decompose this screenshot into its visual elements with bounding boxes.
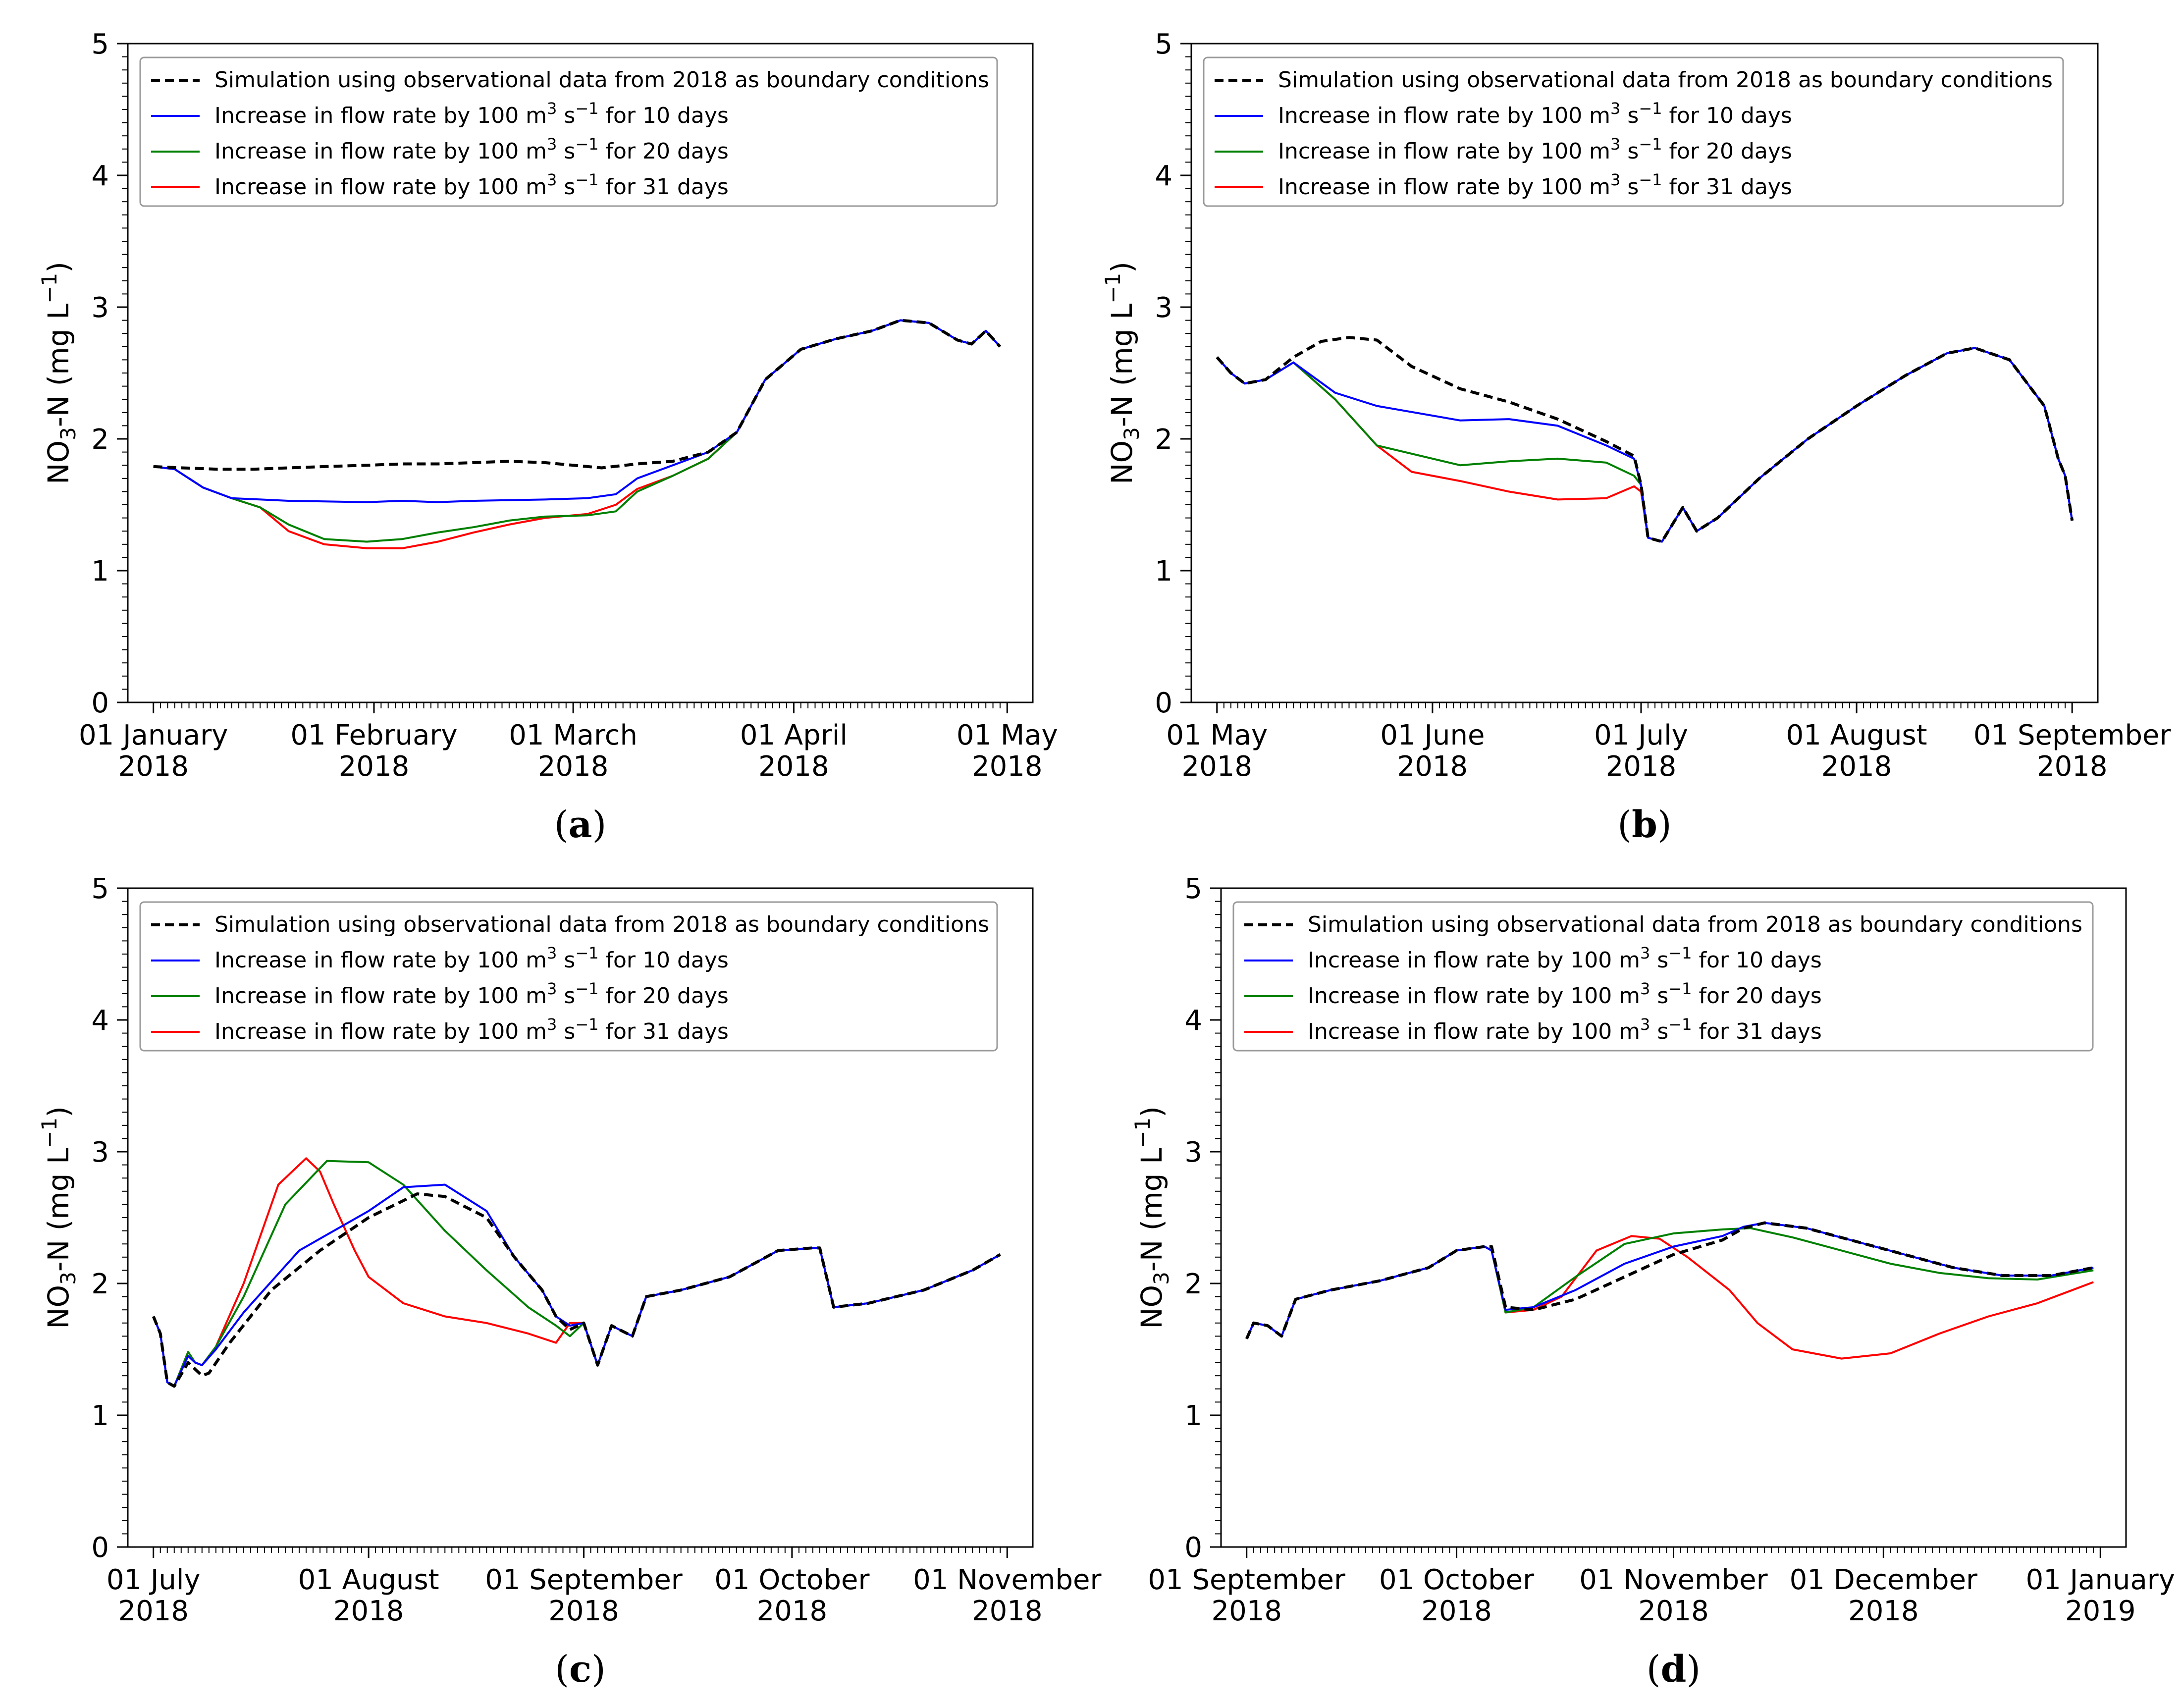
x-tick-year: 2018 bbox=[972, 750, 1043, 783]
series-line-baseline bbox=[153, 319, 1002, 471]
legend-label-d20: Increase in flow rate by 100 m3 s−1 for … bbox=[1278, 135, 1792, 164]
y-tick-label: 3 bbox=[1184, 1136, 1202, 1169]
series-line-baseline bbox=[152, 1192, 1001, 1388]
x-tick-label: 01 May bbox=[1166, 719, 1268, 751]
legend-label-d31: Increase in flow rate by 100 m3 s−1 for … bbox=[1278, 170, 1792, 200]
x-tick-year: 2018 bbox=[972, 1595, 1043, 1627]
x-tick-year: 2018 bbox=[1182, 750, 1253, 783]
x-tick-year: 2018 bbox=[339, 750, 410, 783]
x-tick-label: 01 March bbox=[509, 719, 638, 751]
x-tick-label: 01 June bbox=[1380, 719, 1485, 751]
y-tick-label: 0 bbox=[1184, 1532, 1202, 1564]
x-tick-label: 01 November bbox=[913, 1564, 1102, 1596]
y-tick-label: 2 bbox=[91, 424, 109, 456]
x-tick-label: 01 August bbox=[298, 1564, 439, 1596]
x-tick-label: 01 February bbox=[290, 719, 457, 751]
x-tick-label: 01 September bbox=[485, 1564, 683, 1596]
legend-label-d20: Increase in flow rate by 100 m3 s−1 for … bbox=[1308, 979, 1822, 1009]
y-tick-label: 1 bbox=[1155, 555, 1172, 587]
legend-label-d20: Increase in flow rate by 100 m3 s−1 for … bbox=[214, 979, 729, 1009]
y-tick-label: 1 bbox=[91, 1400, 109, 1432]
x-tick-year: 2018 bbox=[1211, 1595, 1282, 1627]
y-tick-label: 3 bbox=[91, 1136, 109, 1169]
x-tick-year: 2018 bbox=[118, 750, 189, 783]
y-tick-label: 1 bbox=[1184, 1400, 1202, 1432]
legend-box bbox=[1203, 56, 2064, 207]
x-tick-year: 2018 bbox=[333, 1595, 404, 1627]
panel-label: (b) bbox=[1617, 803, 1672, 846]
legend-label-baseline: Simulation using observational data from… bbox=[214, 67, 989, 93]
y-tick-label: 2 bbox=[1155, 424, 1172, 456]
y-tick-label: 4 bbox=[91, 160, 109, 192]
x-tick-year: 2018 bbox=[757, 1595, 828, 1627]
legend-box bbox=[1232, 901, 2094, 1052]
x-tick-year: 2018 bbox=[758, 750, 829, 783]
legend-label-d10: Increase in flow rate by 100 m3 s−1 for … bbox=[214, 944, 729, 973]
legend-label-baseline: Simulation using observational data from… bbox=[1278, 67, 2053, 93]
y-tick-label: 2 bbox=[91, 1268, 109, 1300]
y-tick-label: 5 bbox=[1155, 28, 1172, 60]
x-tick-label: 01 September bbox=[1973, 719, 2172, 751]
y-tick-label: 0 bbox=[91, 687, 109, 719]
panel-label: (d) bbox=[1647, 1648, 1701, 1691]
y-tick-label: 5 bbox=[91, 873, 109, 905]
x-tick-label: 01 July bbox=[106, 1564, 201, 1596]
legend-box bbox=[139, 901, 998, 1052]
y-tick-label: 0 bbox=[91, 1532, 109, 1564]
x-tick-label: 01 January bbox=[79, 719, 228, 751]
legend-label-d10: Increase in flow rate by 100 m3 s−1 for … bbox=[214, 99, 729, 128]
y-tick-label: 4 bbox=[1184, 1005, 1202, 1037]
x-tick-year: 2018 bbox=[1638, 1595, 1709, 1627]
x-tick-label: 01 November bbox=[1579, 1564, 1768, 1596]
y-tick-label: 5 bbox=[91, 28, 109, 60]
legend-label-d31: Increase in flow rate by 100 m3 s−1 for … bbox=[214, 170, 729, 200]
y-tick-label: 0 bbox=[1155, 687, 1172, 719]
panel-label: (c) bbox=[555, 1648, 606, 1691]
x-tick-year: 2018 bbox=[1421, 1595, 1492, 1627]
x-tick-year: 2018 bbox=[2037, 750, 2108, 783]
legend-label-d31: Increase in flow rate by 100 m3 s−1 for … bbox=[1308, 1015, 1822, 1044]
x-tick-label: 01 September bbox=[1148, 1564, 1346, 1596]
x-tick-year: 2018 bbox=[1848, 1595, 1919, 1627]
legend-label-d10: Increase in flow rate by 100 m3 s−1 for … bbox=[1308, 944, 1822, 973]
series-line-baseline bbox=[1245, 1221, 2094, 1339]
x-tick-year: 2018 bbox=[538, 750, 609, 783]
x-tick-year: 2018 bbox=[548, 1595, 619, 1627]
legend-label-baseline: Simulation using observational data from… bbox=[1308, 912, 2082, 937]
y-tick-label: 3 bbox=[91, 292, 109, 324]
y-tick-label: 5 bbox=[1184, 873, 1202, 905]
series-line-baseline bbox=[1216, 336, 2074, 543]
y-tick-label: 4 bbox=[91, 1005, 109, 1037]
y-tick-label: 4 bbox=[1155, 160, 1172, 192]
legend-label-d31: Increase in flow rate by 100 m3 s−1 for … bbox=[214, 1015, 729, 1044]
x-tick-year: 2018 bbox=[118, 1595, 189, 1627]
x-tick-label: 01 January bbox=[2026, 1564, 2175, 1596]
legend-box bbox=[139, 56, 998, 207]
y-tick-label: 1 bbox=[91, 555, 109, 587]
legend-label-d10: Increase in flow rate by 100 m3 s−1 for … bbox=[1278, 99, 1792, 128]
panel-label: (a) bbox=[554, 803, 607, 846]
x-tick-label: 01 August bbox=[1786, 719, 1927, 751]
legend-label-d20: Increase in flow rate by 100 m3 s−1 for … bbox=[214, 135, 729, 164]
x-tick-year: 2018 bbox=[1606, 750, 1677, 783]
x-tick-label: 01 October bbox=[1379, 1564, 1535, 1596]
x-tick-label: 01 October bbox=[714, 1564, 870, 1596]
x-tick-label: 01 July bbox=[1594, 719, 1688, 751]
x-tick-year: 2018 bbox=[1397, 750, 1468, 783]
legend-label-baseline: Simulation using observational data from… bbox=[214, 912, 989, 937]
series-line-d10 bbox=[1216, 347, 2074, 543]
x-tick-label: 01 April bbox=[740, 719, 848, 751]
x-tick-label: 01 December bbox=[1790, 1564, 1978, 1596]
x-tick-year: 2019 bbox=[2065, 1595, 2136, 1627]
y-tick-label: 2 bbox=[1184, 1268, 1202, 1300]
x-tick-year: 2018 bbox=[1821, 750, 1892, 783]
y-tick-label: 3 bbox=[1155, 292, 1172, 324]
x-tick-label: 01 May bbox=[957, 719, 1058, 751]
